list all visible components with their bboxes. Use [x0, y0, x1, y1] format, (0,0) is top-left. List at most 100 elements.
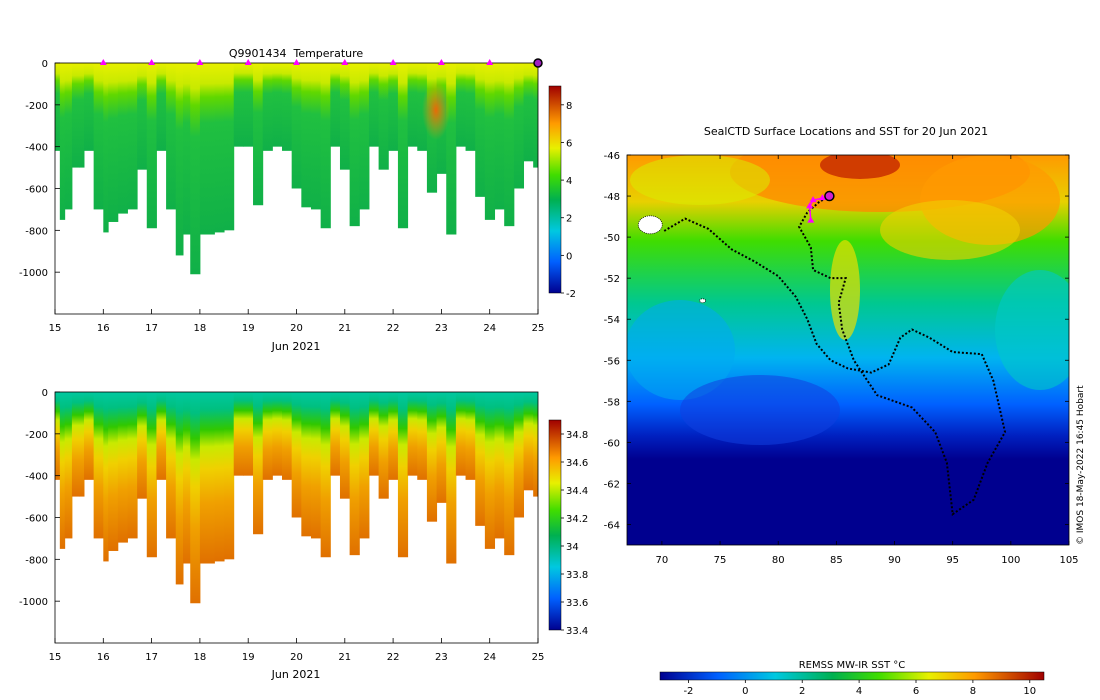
map-ytick-label: -48 [604, 192, 620, 203]
temperature-profile-column [108, 63, 119, 222]
temperature-colorbar-label: 8 [566, 101, 572, 112]
map-ytick-label: -50 [604, 233, 620, 244]
salinity-profile-column [523, 392, 534, 491]
salinity-xtick-label: 18 [194, 652, 207, 663]
temperature-profile-column [93, 63, 104, 210]
temperature-colorbar-label: 6 [566, 138, 572, 149]
map-ytick-label: -58 [604, 397, 620, 408]
sst-colorbar-tick-label: -2 [683, 686, 693, 697]
salinity-profile-column [71, 392, 80, 497]
recent-position-marker [818, 194, 826, 201]
temperature-warm-anomaly [422, 80, 450, 140]
salinity-profile-column [182, 392, 191, 564]
temperature-xtick-label: 19 [242, 323, 255, 334]
sst-colorbar-tick-label: 8 [970, 686, 976, 697]
salinity-xtick-label: 22 [387, 652, 400, 663]
salinity-profile-column [378, 392, 389, 499]
temperature-xlabel: Jun 2021 [271, 340, 321, 353]
temperature-profile-column [214, 63, 225, 233]
salinity-profile-column [137, 392, 148, 499]
temperature-profile-column [253, 63, 264, 206]
salinity-profile-column [436, 392, 447, 503]
temperature-ytick-label: -1000 [19, 268, 48, 279]
temperature-profile-column [349, 63, 360, 227]
temperature-profile-column [388, 63, 399, 151]
temperature-profile-column [182, 63, 191, 235]
salinity-profile-column [475, 392, 486, 526]
temperature-title: Q9901434 Temperature [229, 47, 364, 60]
sst-colorbar-tick-label: 6 [913, 686, 919, 697]
salinity-colorbar-label: 33.6 [566, 598, 588, 609]
salinity-profile-column [513, 392, 525, 518]
daily-profile-marker [196, 59, 204, 65]
temperature-profile-column [204, 63, 215, 235]
temperature-profile-column [504, 63, 515, 227]
temperature-xtick-label: 23 [435, 323, 448, 334]
salinity-profile-column [504, 392, 515, 556]
salinity-profile-column [359, 392, 370, 539]
map-xtick-label: 85 [830, 555, 843, 566]
temperature-profile-column [465, 63, 476, 151]
salinity-profile-column [533, 392, 538, 497]
sst-colorbar-tick-label: 0 [742, 686, 748, 697]
temperature-profile-column [475, 63, 486, 197]
temperature-profile-column [320, 63, 331, 229]
salinity-xtick-label: 19 [242, 652, 255, 663]
salinity-profile-column [272, 392, 283, 476]
sst-colorbar-label: REMSS MW-IR SST °C [799, 660, 906, 671]
salinity-profile-column [117, 392, 128, 543]
salinity-profile-column [330, 392, 341, 476]
salinity-profile-column [310, 392, 322, 539]
salinity-colorbar-label: 34 [566, 542, 579, 553]
salinity-xtick-label: 20 [290, 652, 303, 663]
salinity-xtick-label: 23 [435, 652, 448, 663]
recent-track-line [808, 197, 823, 221]
salinity-ytick-label: -400 [25, 472, 48, 483]
temperature-profile-column [59, 63, 66, 220]
salinity-profile-column [397, 392, 409, 558]
temperature-profile-column [291, 63, 302, 189]
map-axes-frame [626, 154, 1070, 546]
salinity-profile-column [262, 392, 273, 480]
salinity-profile-column [282, 392, 293, 480]
salinity-profile-column [465, 392, 476, 480]
map-xtick-label: 80 [772, 555, 785, 566]
salinity-profile-column [417, 392, 428, 480]
salinity-profile-column [190, 392, 201, 604]
salinity-profile-column [166, 392, 177, 539]
salinity-profile-column [175, 392, 184, 585]
salinity-profile-column [233, 392, 244, 476]
map-xtick-label: 70 [656, 555, 669, 566]
daily-profile-marker [341, 59, 349, 65]
temperature-xtick-label: 15 [49, 323, 62, 334]
salinity-colorbar-label: 34.4 [566, 486, 588, 497]
daily-profile-marker [486, 59, 494, 65]
salinity-colorbar-label: 34.2 [566, 514, 588, 525]
sst-colorbar-tick-label: 4 [856, 686, 862, 697]
temperature-ytick-label: -400 [25, 143, 48, 154]
kerguelen-island-shape [637, 215, 663, 235]
recent-position-marker [809, 196, 817, 203]
salinity-ytick-label: 0 [42, 388, 48, 399]
salinity-profile-column [224, 392, 235, 560]
salinity-profile-column [301, 392, 312, 537]
salinity-ytick-label: -600 [25, 514, 48, 525]
salinity-profile-column [368, 392, 380, 476]
temperature-profile-column [71, 63, 80, 168]
salinity-colorbar [548, 419, 562, 631]
temperature-profile-column [533, 63, 538, 168]
salinity-profile-column [199, 392, 206, 564]
salinity-profile-column [407, 392, 418, 476]
recent-position-marker [807, 216, 815, 223]
salinity-xtick-label: 16 [97, 652, 110, 663]
daily-profile-marker [437, 59, 445, 65]
salinity-xtick-label: 21 [338, 652, 351, 663]
map-xtick-label: 90 [888, 555, 901, 566]
salinity-profile-column [55, 392, 61, 480]
heard-island-shape [699, 298, 707, 304]
salinity-profile-column [484, 392, 496, 549]
salinity-xtick-label: 24 [483, 652, 496, 663]
temperature-profile-column [137, 63, 148, 170]
salinity-panel: 0 -200 -400 -600 -800 -1000 15 16 17 18 19 20 21 22 2… [19, 388, 588, 681]
temperature-xtick-label: 17 [145, 323, 158, 334]
